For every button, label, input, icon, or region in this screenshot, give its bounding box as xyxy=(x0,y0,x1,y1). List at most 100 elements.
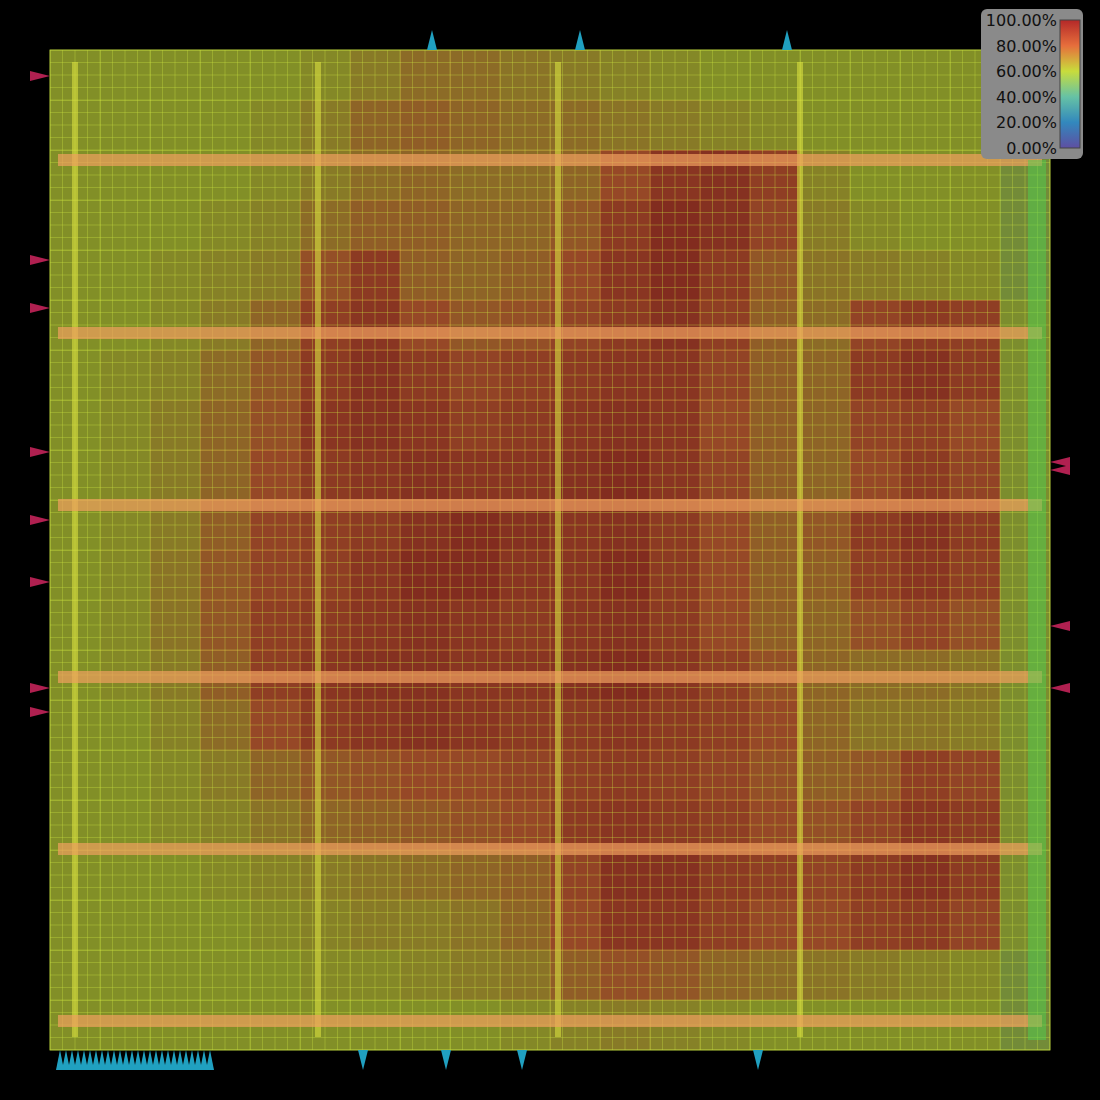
routing-grid xyxy=(50,875,1050,876)
power-stripe xyxy=(555,62,561,1037)
pin xyxy=(441,1050,451,1070)
pin xyxy=(30,71,50,81)
die-outline xyxy=(50,50,1050,1050)
routing-grid xyxy=(50,650,1050,651)
routing-grid xyxy=(50,1037,1050,1038)
routing-grid xyxy=(50,425,1050,426)
chart: 100.00%80.00%60.00%40.00%20.00%0.00% xyxy=(0,0,1100,1100)
routing-grid xyxy=(50,462,1050,463)
routing-grid xyxy=(50,775,1050,776)
routing-grid xyxy=(50,275,1050,276)
routing-grid xyxy=(50,100,1050,101)
routing-grid xyxy=(50,112,1050,113)
routing-grid xyxy=(50,887,1050,888)
routing-grid xyxy=(50,912,1050,913)
routing-grid xyxy=(50,825,1050,826)
routing-grid xyxy=(50,900,1050,901)
routing-grid xyxy=(50,150,1050,151)
routing-grid xyxy=(50,75,1050,76)
colorbar xyxy=(1060,20,1080,148)
power-rail xyxy=(58,671,1042,683)
routing-grid xyxy=(50,537,1050,538)
routing-grid xyxy=(50,200,1050,201)
routing-grid xyxy=(50,612,1050,613)
routing-grid xyxy=(50,812,1050,813)
pin xyxy=(358,1050,368,1070)
routing-grid xyxy=(50,862,1050,863)
routing-grid xyxy=(50,600,1050,601)
pin xyxy=(30,515,50,525)
routing-grid xyxy=(50,662,1050,663)
pin xyxy=(30,255,50,265)
pin xyxy=(782,30,792,50)
colorbar-tick-label: 60.00% xyxy=(996,62,1057,81)
routing-grid xyxy=(50,712,1050,713)
layout-overlay xyxy=(30,30,1070,1070)
colorbar-tick-label: 80.00% xyxy=(996,37,1057,56)
routing-grid xyxy=(50,187,1050,188)
routing-grid xyxy=(50,762,1050,763)
pin xyxy=(1050,457,1070,467)
routing-grid xyxy=(50,750,1050,751)
routing-grid xyxy=(50,62,1050,63)
pin xyxy=(1050,465,1070,475)
routing-grid xyxy=(50,587,1050,588)
routing-grid xyxy=(50,987,1050,988)
routing-grid xyxy=(50,87,1050,88)
routing-grid xyxy=(50,687,1050,688)
power-stripe xyxy=(797,62,803,1037)
colorbar-tick-label: 40.00% xyxy=(996,88,1057,107)
pin xyxy=(30,683,50,693)
routing-grid xyxy=(50,400,1050,401)
routing-grid xyxy=(50,237,1050,238)
routing-grid xyxy=(50,175,1050,176)
pin xyxy=(575,30,585,50)
routing-grid xyxy=(50,1012,1050,1013)
routing-grid xyxy=(50,837,1050,838)
routing-grid xyxy=(50,925,1050,926)
routing-grid xyxy=(50,575,1050,576)
pin xyxy=(30,707,50,717)
power-rail xyxy=(58,499,1042,511)
colorbar-tick-label: 0.00% xyxy=(1006,139,1057,158)
routing-grid xyxy=(50,700,1050,701)
power-rail xyxy=(58,843,1042,855)
routing-grid xyxy=(50,387,1050,388)
colorbar-legend: 100.00%80.00%60.00%40.00%20.00%0.00% xyxy=(981,9,1083,159)
pin xyxy=(753,1050,763,1070)
routing-grid xyxy=(50,125,1050,126)
routing-grid xyxy=(50,725,1050,726)
routing-grid xyxy=(50,975,1050,976)
routing-grid xyxy=(50,512,1050,513)
power-stripe xyxy=(72,62,78,1037)
power-ring xyxy=(1028,160,1046,1040)
pin xyxy=(30,303,50,313)
pin xyxy=(206,1050,214,1070)
routing-grid xyxy=(50,525,1050,526)
power-rail xyxy=(58,1015,1042,1027)
routing-grid xyxy=(50,562,1050,563)
pin xyxy=(1050,683,1070,693)
routing-grid xyxy=(50,937,1050,938)
pin xyxy=(1050,621,1070,631)
routing-grid xyxy=(50,962,1050,963)
routing-grid xyxy=(50,625,1050,626)
routing-grid xyxy=(50,350,1050,351)
routing-grid xyxy=(50,262,1050,263)
routing-grid xyxy=(50,1000,1050,1001)
routing-grid xyxy=(50,737,1050,738)
routing-grid xyxy=(50,487,1050,488)
routing-grid xyxy=(50,250,1050,251)
routing-grid xyxy=(50,637,1050,638)
routing-grid xyxy=(50,437,1050,438)
routing-grid xyxy=(50,950,1050,951)
background xyxy=(0,0,1100,1100)
pin xyxy=(30,577,50,587)
routing-grid xyxy=(50,550,1050,551)
pin xyxy=(30,447,50,457)
power-stripe xyxy=(315,62,321,1037)
routing-grid xyxy=(50,300,1050,301)
routing-grid xyxy=(50,800,1050,801)
routing-grid xyxy=(50,787,1050,788)
legend-box xyxy=(981,9,1083,159)
